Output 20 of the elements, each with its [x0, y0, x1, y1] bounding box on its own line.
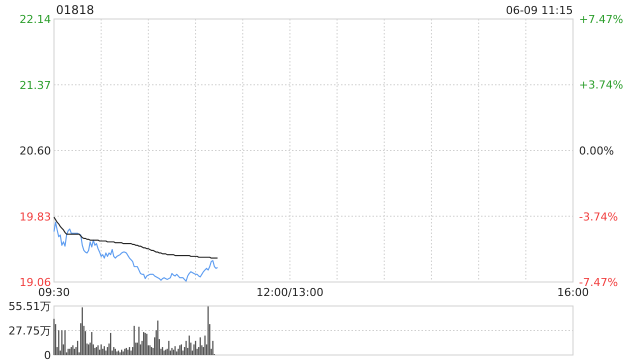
y-tick-label: 22.14: [20, 13, 51, 26]
y-tick-label: 55.51万: [8, 300, 51, 313]
x-tick-label: 09:30: [38, 286, 70, 299]
text: 06-09 11:15: [506, 4, 573, 17]
y-tick-label: 19.83: [20, 210, 51, 224]
line-series: [53, 222, 218, 282]
y2-tick-label: -7.47%: [579, 276, 618, 289]
y-tick-label: 27.75万: [8, 324, 51, 338]
y2-tick-label: +7.47%: [579, 13, 624, 26]
x-tick-label: 16:00: [557, 286, 589, 299]
y-tick-label: 19.06: [20, 276, 51, 289]
y-tick-label: 20.60: [20, 144, 51, 158]
y-tick-label: 21.37: [20, 78, 51, 92]
x-tick-label: 12:00/13:00: [256, 286, 324, 299]
y2-tick-label: +3.74%: [579, 78, 624, 92]
chart-title: 01818: [56, 3, 94, 17]
y-tick-label: 0: [44, 349, 51, 360]
y2-tick-label: -3.74%: [579, 210, 618, 224]
line-series: [53, 216, 218, 259]
y2-tick-label: 0.00%: [579, 144, 614, 158]
